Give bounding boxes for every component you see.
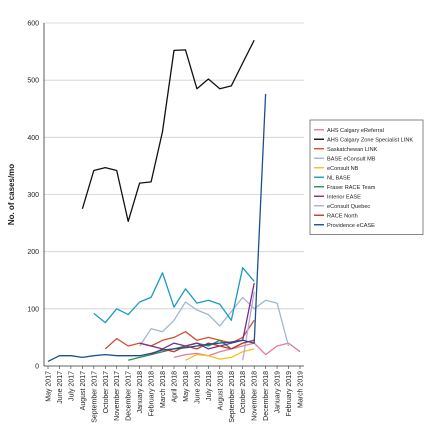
x-tick-label: July 2018: [206, 371, 213, 401]
series-line-econsult-quebec: [242, 291, 255, 361]
series-line-interior-ease: [139, 282, 255, 350]
x-tick-label: January 2019: [275, 371, 282, 414]
x-tick-label: November 2018: [252, 371, 259, 421]
y-axis-title: No. of cases/mo: [7, 164, 16, 225]
axes: 0 100 200 300 400 500 600 May 2017 June 2017 July…: [27, 21, 304, 423]
legend-entry: eConsult Quebec: [327, 204, 370, 210]
y-tick-label: 300: [27, 192, 39, 199]
series-line-ahs-calgary-zone-specialist-link: [81, 39, 255, 223]
legend-entry: RACE North: [327, 213, 358, 219]
y-tick-label: 200: [27, 249, 39, 256]
legend-entry: eConsult NB: [327, 166, 359, 172]
series-line-nl-base: [93, 267, 255, 324]
legend-entry: AHS Calgary eReferral: [327, 128, 384, 134]
x-tick-label: May 2017: [46, 371, 53, 402]
x-tick-label: October 2018: [240, 371, 247, 414]
series-line-ahs-calgary-ereferral: [173, 342, 301, 359]
x-tick-label: February 2018: [149, 371, 156, 417]
y-tick-label: 500: [27, 78, 39, 85]
legend-entry: NL BASE: [327, 175, 351, 181]
y-tick-label: 0: [35, 364, 39, 371]
series-line-providence-ecase: [47, 93, 267, 362]
y-tick-label: 400: [27, 135, 39, 142]
y-tick-label: 600: [27, 21, 39, 28]
x-tick-label: August 2018: [217, 371, 224, 410]
x-tick-label: October 2017: [103, 371, 110, 414]
series-lines: [47, 39, 301, 362]
x-tick-label: March 2019: [298, 371, 305, 408]
series-line-econsult-nb: [185, 348, 255, 361]
x-tick-label: November 2017: [114, 371, 121, 421]
x-tick-label: May 2018: [183, 371, 190, 402]
x-tick-label: August 2017: [80, 371, 87, 410]
legend-entry: Saskatchewan LINK: [327, 147, 378, 153]
x-tick-label: July 2017: [68, 371, 75, 401]
legend-entry: Providence eCASE: [327, 223, 375, 229]
series-line-race-north: [150, 339, 255, 356]
x-tick-label: September 2017: [91, 371, 98, 423]
x-tick-label: December 2018: [263, 371, 270, 421]
x-tick-label: February 2019: [286, 371, 293, 417]
legend-entry: BASE eConsult MB: [327, 156, 376, 162]
x-tick-label: April 2018: [172, 371, 179, 403]
series-line-base-econsult-mb: [139, 296, 290, 347]
gridlines: [44, 22, 304, 310]
legend-entry: Fraser RACE Team: [327, 185, 376, 191]
x-tick-label: March 2018: [160, 371, 167, 408]
x-tick-label: September 2018: [229, 371, 236, 423]
legend: AHS Calgary eReferral AHS Calgary Zone Sp…: [309, 119, 424, 235]
legend-box: [309, 119, 424, 235]
x-tick-label: June 2018: [194, 371, 201, 404]
legend-entry: Interior EASE: [327, 194, 361, 200]
legend-entry: AHS Calgary Zone Specialist LINK: [327, 137, 413, 143]
x-tick-label: December 2017: [126, 371, 133, 421]
x-tick-label: June 2017: [57, 371, 64, 404]
y-tick-label: 100: [27, 306, 39, 313]
x-tick-label: January 2018: [137, 371, 144, 414]
